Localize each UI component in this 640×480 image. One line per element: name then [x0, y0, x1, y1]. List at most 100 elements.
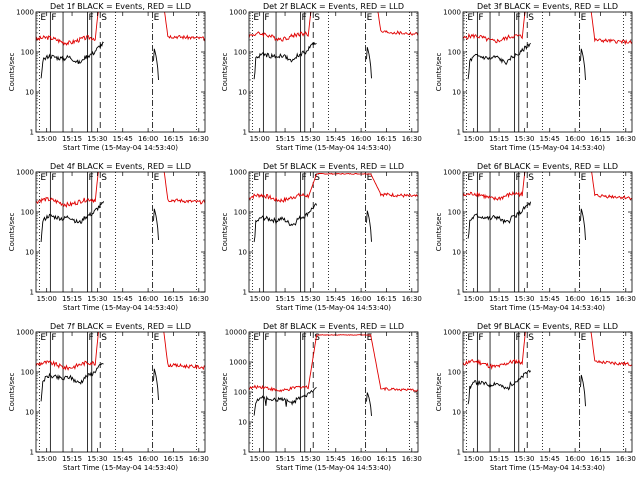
- x-tick-label: 15:00: [250, 135, 270, 143]
- x-tick-label: 16:00: [138, 295, 158, 303]
- x-tick-label: 16:15: [163, 135, 183, 143]
- x-tick-label: 16:15: [590, 455, 610, 463]
- y-tick-label: 100: [21, 49, 34, 57]
- y-axis-label: Counts/sec: [8, 373, 16, 412]
- y-tick-label: 10: [238, 89, 247, 97]
- x-tick-label: 16:30: [615, 135, 635, 143]
- event-label: E: [367, 173, 373, 183]
- x-tick-label: 15:00: [37, 135, 57, 143]
- series-lld: [36, 332, 205, 371]
- y-tick-label: 10000: [225, 329, 247, 337]
- detector-panel: Det 7f BLACK = Events, RED = LLD E F F S E 1 10…: [0, 320, 213, 480]
- series-events: [253, 202, 318, 243]
- panel-title: Det 4f BLACK = Events, RED = LLD: [50, 162, 191, 171]
- x-tick-label: 16:30: [402, 295, 422, 303]
- event-label: S: [101, 333, 107, 343]
- x-axis-label: Start Time (15-May-04 14:53:40): [63, 144, 178, 152]
- panel-title: Det 6f BLACK = Events, RED = LLD: [477, 162, 618, 171]
- series-lld: [36, 172, 205, 208]
- y-tick-label: 1000: [16, 9, 34, 17]
- y-tick-label: 10: [25, 89, 34, 97]
- series-events: [366, 392, 373, 416]
- y-axis-label: Counts/sec: [221, 213, 229, 252]
- y-tick-label: 100: [234, 389, 247, 397]
- x-tick-label: 16:30: [189, 135, 209, 143]
- x-tick-label: 16:30: [615, 455, 635, 463]
- x-tick-label: 15:15: [275, 135, 295, 143]
- series-events: [366, 210, 373, 242]
- x-tick-label: 15:00: [463, 455, 483, 463]
- y-tick-label: 10: [238, 249, 247, 257]
- x-tick-label: 15:00: [250, 455, 270, 463]
- x-axis-label: Start Time (15-May-04 14:53:40): [490, 464, 605, 472]
- event-label: E: [467, 173, 473, 183]
- x-axis-label: Start Time (15-May-04 14:53:40): [276, 304, 391, 312]
- event-label: F: [478, 13, 483, 23]
- x-tick-label: 16:15: [590, 135, 610, 143]
- plot-frame: [35, 331, 206, 453]
- event-label: F: [515, 13, 520, 23]
- x-axis-label: Start Time (15-May-04 14:53:40): [63, 304, 178, 312]
- y-axis-label: Counts/sec: [8, 53, 16, 92]
- series-events: [579, 208, 586, 241]
- detector-panel: Det 4f BLACK = Events, RED = LLD E F F S E 1 10…: [0, 160, 213, 320]
- x-tick-label: 15:30: [301, 135, 321, 143]
- y-tick-label: 10: [238, 419, 247, 427]
- series-lld: [462, 172, 632, 201]
- event-label: F: [302, 13, 307, 23]
- y-tick-label: 1: [456, 289, 460, 297]
- event-label: E: [580, 173, 586, 183]
- x-axis-label: Start Time (15-May-04 14:53:40): [490, 304, 605, 312]
- x-tick-label: 16:15: [163, 295, 183, 303]
- x-axis-label: Start Time (15-May-04 14:53:40): [63, 464, 178, 472]
- event-label: F: [302, 173, 307, 183]
- x-tick-label: 15:45: [326, 135, 346, 143]
- y-tick-label: 100: [447, 49, 460, 57]
- event-label: E: [467, 333, 473, 343]
- series-events: [467, 42, 531, 80]
- y-tick-label: 100: [447, 209, 460, 217]
- y-tick-label: 1000: [229, 359, 247, 367]
- x-tick-label: 16:00: [138, 455, 158, 463]
- series-lld: [462, 12, 632, 46]
- x-tick-label: 15:30: [514, 295, 534, 303]
- x-tick-label: 15:45: [326, 455, 346, 463]
- panel-title: Det 1f BLACK = Events, RED = LLD: [50, 2, 191, 11]
- x-tick-label: 15:15: [62, 295, 82, 303]
- y-tick-label: 10: [25, 249, 34, 257]
- x-tick-label: 15:30: [301, 455, 321, 463]
- y-tick-label: 1000: [229, 169, 247, 177]
- series-events: [467, 201, 531, 239]
- event-label: E: [367, 333, 373, 343]
- y-tick-label: 1000: [229, 9, 247, 17]
- x-tick-label: 16:30: [402, 455, 422, 463]
- y-tick-label: 10: [452, 89, 461, 97]
- series-events: [579, 374, 586, 407]
- detector-panel: Det 9f BLACK = Events, RED = LLD E F F S E 1 10…: [427, 320, 640, 480]
- event-label: F: [515, 173, 520, 183]
- x-tick-label: 15:30: [87, 295, 107, 303]
- x-tick-label: 15:30: [87, 135, 107, 143]
- event-label: E: [154, 13, 160, 23]
- event-label: E: [40, 333, 46, 343]
- event-label: S: [528, 13, 534, 23]
- series-lld: [462, 332, 632, 370]
- series-lld: [249, 334, 419, 393]
- x-axis-label: Start Time (15-May-04 14:53:40): [276, 144, 391, 152]
- plot-frame: [462, 11, 632, 133]
- detector-panel: Det 6f BLACK = Events, RED = LLD E F F S E 1 10…: [427, 160, 640, 320]
- event-label: E: [154, 333, 160, 343]
- y-axis-label: Counts/sec: [8, 213, 16, 252]
- x-tick-label: 16:30: [189, 295, 209, 303]
- event-label: F: [51, 13, 56, 23]
- event-label: E: [254, 13, 260, 23]
- x-tick-label: 16:00: [565, 295, 585, 303]
- x-tick-label: 15:30: [87, 455, 107, 463]
- event-label: F: [515, 333, 520, 343]
- y-tick-label: 100: [447, 369, 460, 377]
- y-tick-label: 1000: [443, 169, 461, 177]
